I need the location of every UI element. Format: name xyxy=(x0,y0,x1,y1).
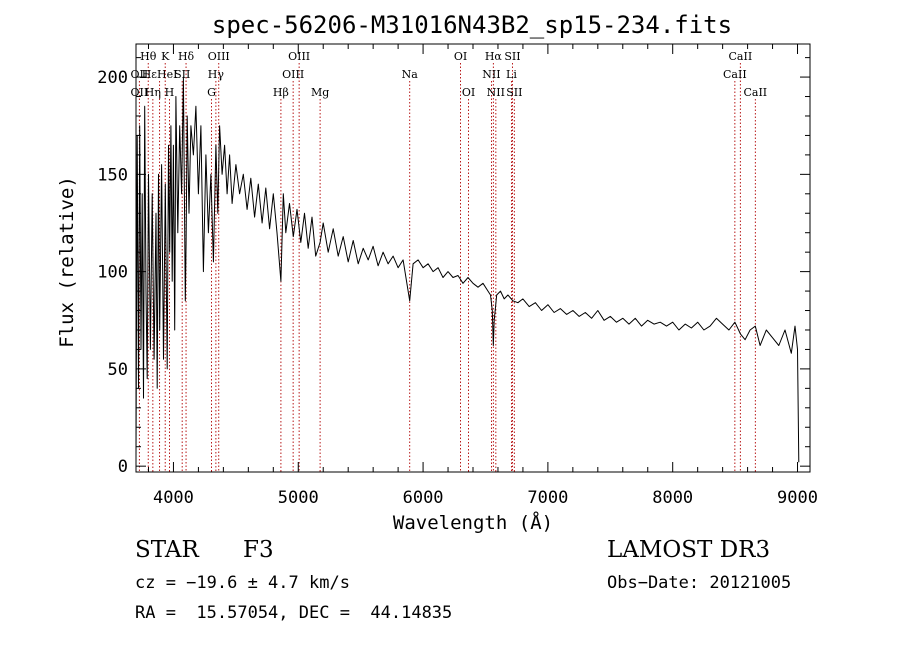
line-marker-label: OII xyxy=(131,86,149,99)
line-marker-label: Hγ xyxy=(208,68,225,81)
survey-name: LAMOST DR3 xyxy=(607,537,771,563)
series-layer xyxy=(135,76,800,463)
y-tick-label: 150 xyxy=(97,165,128,185)
line-marker-label: SII xyxy=(174,68,190,81)
x-tick-label: 9000 xyxy=(777,488,818,508)
axis-ticks: 4000 5000 6000 7000 8000 9000 0 50 100 150 200 xyxy=(97,44,818,508)
line-marker-label: NII xyxy=(487,86,505,99)
line-marker-label: OIII xyxy=(282,68,304,81)
line-marker-label: Hα xyxy=(485,50,503,63)
sky-coordinates: RA = 15.57054, DEC = 44.14835 xyxy=(135,603,453,623)
y-tick-label: 200 xyxy=(97,68,128,88)
x-tick-label: 6000 xyxy=(403,488,444,508)
line-marker-label: OII xyxy=(131,68,149,81)
y-axis-label: Flux (relative) xyxy=(56,176,78,348)
line-marker-label: SII xyxy=(504,50,520,63)
y-tick-label: 0 xyxy=(118,457,128,477)
line-marker-label: CaII xyxy=(743,86,767,99)
line-marker-label: OI xyxy=(462,86,475,99)
line-marker-label: Mg xyxy=(311,86,329,99)
line-marker-label: OIII xyxy=(208,50,230,63)
x-axis-label: Wavelength (Å) xyxy=(393,511,553,534)
x-tick-label: 8000 xyxy=(652,488,693,508)
x-tick-label: 7000 xyxy=(527,488,568,508)
object-subclass: F3 xyxy=(243,537,274,563)
line-marker-label: CaII xyxy=(723,68,747,81)
y-tick-label: 50 xyxy=(108,360,128,380)
object-class: STAR xyxy=(135,537,199,563)
x-tick-label: 5000 xyxy=(278,488,319,508)
line-marker-label: HεHeI xyxy=(142,68,178,81)
line-marker-label: NII xyxy=(482,68,500,81)
chart-title: spec-56206-M31016N43B2_sp15-234.fits xyxy=(212,11,732,39)
redshift-velocity: cz = −19.6 ± 4.7 km/s xyxy=(135,573,350,593)
y-tick-label: 100 xyxy=(97,263,128,283)
line-marker-label: CaII xyxy=(729,50,753,63)
line-marker-label: K xyxy=(161,50,170,63)
line-marker-label: Hη xyxy=(145,86,161,99)
line-marker-label: Hδ xyxy=(178,50,195,63)
line-marker-label: Hθ xyxy=(140,50,157,63)
plot-frame xyxy=(135,43,811,473)
line-marker-label: Hβ xyxy=(273,86,289,99)
line-marker-label: Li xyxy=(506,68,517,81)
line-marker-label: OIII xyxy=(288,50,310,63)
line-marker-label: H xyxy=(165,86,175,99)
spectrum-line xyxy=(135,76,800,463)
line-marker-label: G xyxy=(207,86,216,99)
x-tick-label: 4000 xyxy=(153,488,194,508)
line-marker-label: SII xyxy=(506,86,522,99)
line-marker-label: Na xyxy=(402,68,419,81)
observation-date: Obs−Date: 20121005 xyxy=(607,573,792,593)
line-marker-label: OI xyxy=(454,50,467,63)
